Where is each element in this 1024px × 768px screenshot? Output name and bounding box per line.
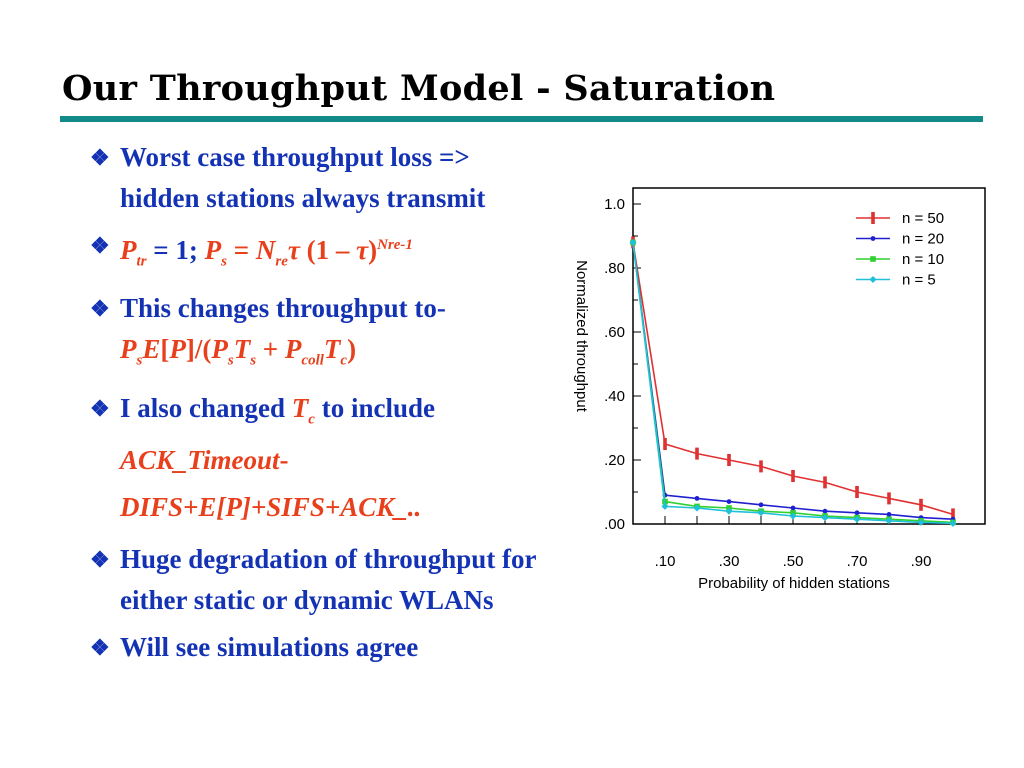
y-tick-label: .40: [604, 388, 625, 405]
x-tick-label: .30: [719, 553, 740, 570]
bullet-3-formula: PsE[P]/(PsTs + PcollTc): [120, 334, 357, 369]
bullet-marker-icon: ❖: [90, 635, 110, 661]
data-point: [919, 498, 923, 511]
data-point: [759, 460, 763, 473]
bullet-4-red-a: ACK_Timeout: [120, 445, 280, 476]
bullet-marker-icon: ❖: [90, 547, 110, 573]
x-tick-label: .90: [911, 553, 932, 570]
bullet-4-tc: Tc: [291, 392, 315, 428]
data-point: [790, 505, 796, 511]
data-point: [629, 238, 637, 246]
bullet-6: ❖ Will see simulations agree: [90, 627, 550, 668]
data-point: [855, 486, 859, 498]
bullet-5: ❖ Huge degradation of throughput for eit…: [90, 539, 550, 621]
y-tick-label: 1.0: [604, 196, 625, 213]
y-tick-label: .00: [604, 516, 625, 533]
data-point: [663, 438, 667, 450]
bullet-1-text: Worst case throughput loss => hidden sta…: [120, 142, 486, 213]
bullet-marker-icon: ❖: [90, 145, 110, 170]
bullet-list: ❖ Worst case throughput loss => hidden s…: [90, 137, 550, 674]
throughput-chart: .00 .20 .40 .60 .80 1.0 .10 .30 .50 .70 .90 Probabi…: [560, 180, 1000, 614]
data-point: [885, 517, 893, 525]
bullet-1: ❖ Worst case throughput loss => hidden s…: [90, 137, 550, 219]
bullet-2-formula: Ptr = 1; Ps = Nreτ (1 – τ)Nre-1: [120, 235, 413, 270]
data-point: [661, 502, 669, 510]
bullet-4-dash: -: [279, 445, 289, 476]
slide-title: Our Throughput Model - Saturation: [62, 68, 776, 109]
bullet-2: ❖ Ptr = 1; Ps = Nreτ (1 – τ)Nre-1: [90, 225, 550, 282]
legend-marker: [870, 236, 876, 241]
x-tick-label: .70: [847, 553, 868, 570]
data-point: [694, 496, 700, 501]
bullet-4-text-b: to include: [314, 392, 435, 423]
data-point: [951, 508, 955, 521]
data-point: [695, 447, 699, 460]
legend-label: n = 10: [902, 251, 944, 268]
data-point: [821, 514, 829, 522]
data-point: [725, 507, 733, 515]
bullet-marker-icon: ❖: [90, 296, 110, 322]
legend-marker: [871, 212, 875, 224]
data-point: [949, 519, 957, 527]
bullet-marker-icon: ❖: [90, 395, 110, 421]
data-point: [789, 512, 797, 520]
plot-frame: [632, 187, 986, 525]
data-point: [727, 454, 731, 466]
bullet-4-text-a: I also changed: [120, 392, 292, 423]
legend-label: n = 50: [902, 210, 944, 227]
x-axis-label: Probability of hidden stations: [698, 575, 890, 592]
data-point: [917, 518, 925, 526]
chart-svg: .00 .20 .40 .60 .80 1.0 .10 .30 .50 .70 .90 Probabi…: [573, 187, 986, 592]
data-point: [853, 515, 861, 523]
data-point: [791, 470, 795, 482]
legend-label: n = 20: [902, 231, 944, 248]
bullet-4-red-b: DIFS+E[P]+SIFS+ACK_..: [120, 492, 422, 523]
title-underline: [60, 116, 983, 122]
bullet-4: ❖ I also changed Tc to include ACK_Timeo…: [90, 388, 550, 533]
data-point: [726, 499, 732, 504]
bullet-marker-icon: ❖: [90, 233, 110, 258]
data-point: [887, 492, 891, 505]
data-point: [822, 508, 828, 514]
x-tick-label: .10: [655, 553, 676, 570]
data-point: [757, 509, 765, 517]
bullet-5-text: Huge degradation of throughput for eithe…: [120, 544, 537, 616]
bullet-3: ❖ This changes throughput to- PsE[P]/(Ps…: [90, 288, 550, 381]
x-tick-label: .50: [783, 553, 804, 570]
legend-marker: [870, 256, 876, 262]
bullet-6-text: Will see simulations agree: [120, 632, 419, 663]
y-tick-label: .60: [604, 324, 625, 341]
y-axis-label: Normalized throughput: [573, 260, 590, 413]
data-point: [758, 502, 764, 508]
legend-label: n = 5: [902, 272, 936, 289]
legend-marker: [869, 276, 877, 283]
data-point: [854, 510, 860, 516]
y-tick-label: .80: [604, 260, 625, 277]
data-point: [886, 512, 892, 517]
y-tick-label: .20: [604, 452, 625, 469]
data-point: [693, 504, 701, 512]
data-point: [823, 476, 827, 489]
bullet-3-text: This changes throughput to-: [120, 293, 446, 324]
